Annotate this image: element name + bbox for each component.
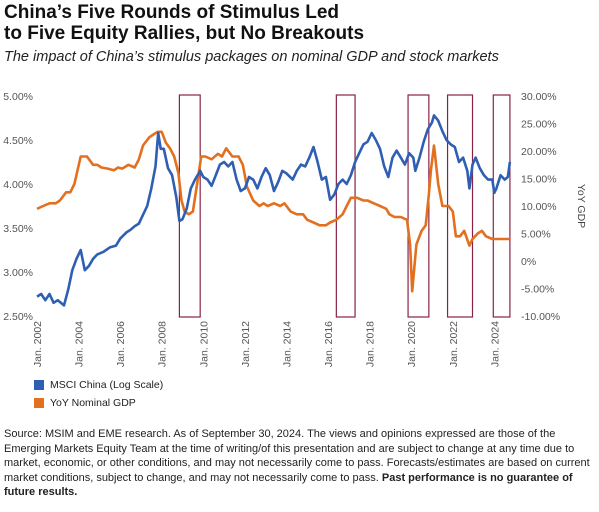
legend-swatch-gdp xyxy=(34,398,44,408)
legend-item-msci: MSCI China (Log Scale) xyxy=(34,376,163,394)
right-tick-label: 10.00% xyxy=(521,201,557,213)
stimulus-window-4 xyxy=(446,94,474,318)
chart-subtitle: The impact of China’s stimulus packages … xyxy=(4,49,499,65)
x-tick-label: Jan. 2014 xyxy=(282,321,294,367)
right-tick-label: -10.00% xyxy=(521,311,560,323)
left-tick-label: 4.50% xyxy=(3,135,33,147)
x-tick-label: Jan. 2024 xyxy=(489,321,501,367)
right-tick-label: -5.00% xyxy=(521,284,554,296)
legend-label-msci: MSCI China (Log Scale) xyxy=(50,379,164,391)
x-tick-label: Jan. 2012 xyxy=(240,321,252,367)
footnote: Source: MSIM and EME research. As of Sep… xyxy=(4,427,596,500)
left-tick-label: 4.00% xyxy=(3,179,33,191)
x-axis: Jan. 2002 Jan. 2004 Jan. 2006 Jan. 2008 Jan.… xyxy=(32,321,501,367)
right-tick-label: 20.00% xyxy=(521,146,557,158)
x-tick-label: Jan. 2006 xyxy=(115,321,127,367)
left-tick-label: 2.50% xyxy=(3,311,33,323)
right-tick-label: 0% xyxy=(521,256,536,268)
x-tick-label: Jan. 2016 xyxy=(323,321,335,367)
chart-area: 2.50% 3.00% 3.50% 4.00% 4.50% 5.00% -10.00% -5… xyxy=(3,91,587,367)
y-axis-label-right: YoY GDP xyxy=(575,184,587,228)
legend-label-gdp: YoY Nominal GDP xyxy=(50,397,136,409)
right-tick-label: 25.00% xyxy=(521,119,557,131)
left-tick-label: 5.00% xyxy=(3,91,33,103)
x-tick-label: Jan. 2010 xyxy=(198,321,210,367)
left-axis: 2.50% 3.00% 3.50% 4.00% 4.50% 5.00% xyxy=(3,91,33,323)
x-tick-label: Jan. 2004 xyxy=(74,321,86,367)
stimulus-window-5 xyxy=(492,94,511,318)
legend-item-gdp: YoY Nominal GDP xyxy=(34,394,163,412)
chart-title: China’s Five Rounds of Stimulus Led to F… xyxy=(4,2,364,44)
title-line-2: to Five Equity Rallies, but No Breakouts xyxy=(4,23,365,44)
x-tick-label: Jan. 2008 xyxy=(157,321,169,367)
series-lines xyxy=(36,114,512,307)
right-tick-label: 15.00% xyxy=(521,174,557,186)
stimulus-windows xyxy=(178,94,511,318)
x-tick-label: Jan. 2002 xyxy=(32,321,44,367)
footnote-disclaimer: Past performance is no guarantee of futu… xyxy=(4,471,573,499)
x-tick-label: Jan. 2020 xyxy=(406,321,418,367)
right-axis: -10.00% -5.00% 0% 5.00% 10.00% 15.00% 20.00% 25… xyxy=(521,91,560,323)
msci-china-line xyxy=(36,114,512,307)
stimulus-window-2 xyxy=(335,94,356,318)
right-tick-label: 5.00% xyxy=(521,229,551,241)
right-tick-label: 30.00% xyxy=(521,91,557,103)
left-tick-label: 3.00% xyxy=(3,267,33,279)
x-tick-label: Jan. 2018 xyxy=(365,321,377,367)
yoy-nominal-gdp-line xyxy=(36,130,510,293)
left-tick-label: 3.50% xyxy=(3,223,33,235)
footnote-text: Source: MSIM and EME research. As of Sep… xyxy=(4,428,590,484)
x-tick-label: Jan. 2022 xyxy=(448,321,460,367)
legend: MSCI China (Log Scale) YoY Nominal GDP xyxy=(34,376,163,412)
stimulus-window-1 xyxy=(178,94,201,318)
legend-swatch-msci xyxy=(34,380,44,390)
title-line-1: China’s Five Rounds of Stimulus Led xyxy=(4,2,339,23)
